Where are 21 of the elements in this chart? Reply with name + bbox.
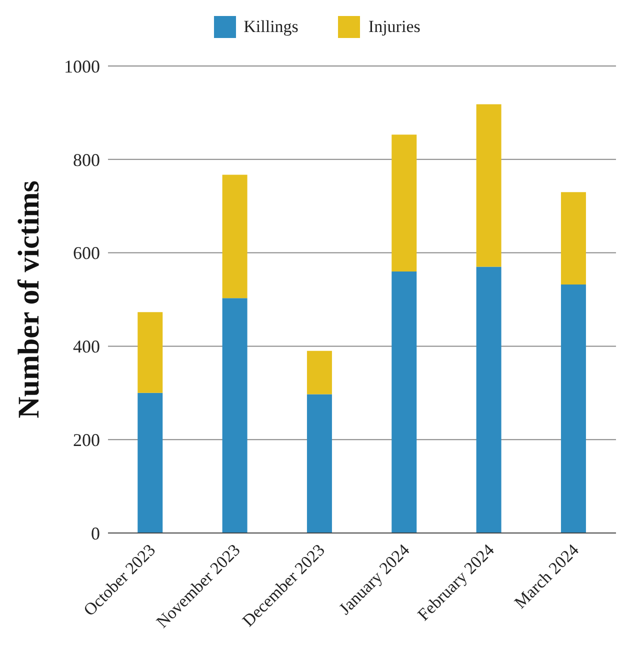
y-axis-title: Number of victims (12, 180, 46, 418)
bar (138, 392, 163, 533)
bar (392, 134, 417, 272)
legend-label: Killings (242, 16, 298, 38)
bar (476, 104, 502, 267)
y-tick-label: 400 (73, 336, 100, 357)
bar (222, 298, 248, 533)
bar (222, 174, 248, 298)
bar (138, 312, 163, 393)
bar (560, 284, 586, 533)
bar (560, 192, 586, 285)
legend-label: Injuries (367, 16, 420, 38)
bar (392, 271, 417, 533)
y-tick-label: 0 (91, 523, 100, 544)
bar (306, 394, 332, 533)
y-tick-label: 1000 (64, 56, 100, 76)
bar (306, 350, 332, 394)
y-tick-label: 600 (73, 243, 100, 264)
y-tick-label: 800 (73, 150, 100, 170)
bar (476, 266, 502, 533)
y-tick-label: 200 (73, 430, 100, 450)
